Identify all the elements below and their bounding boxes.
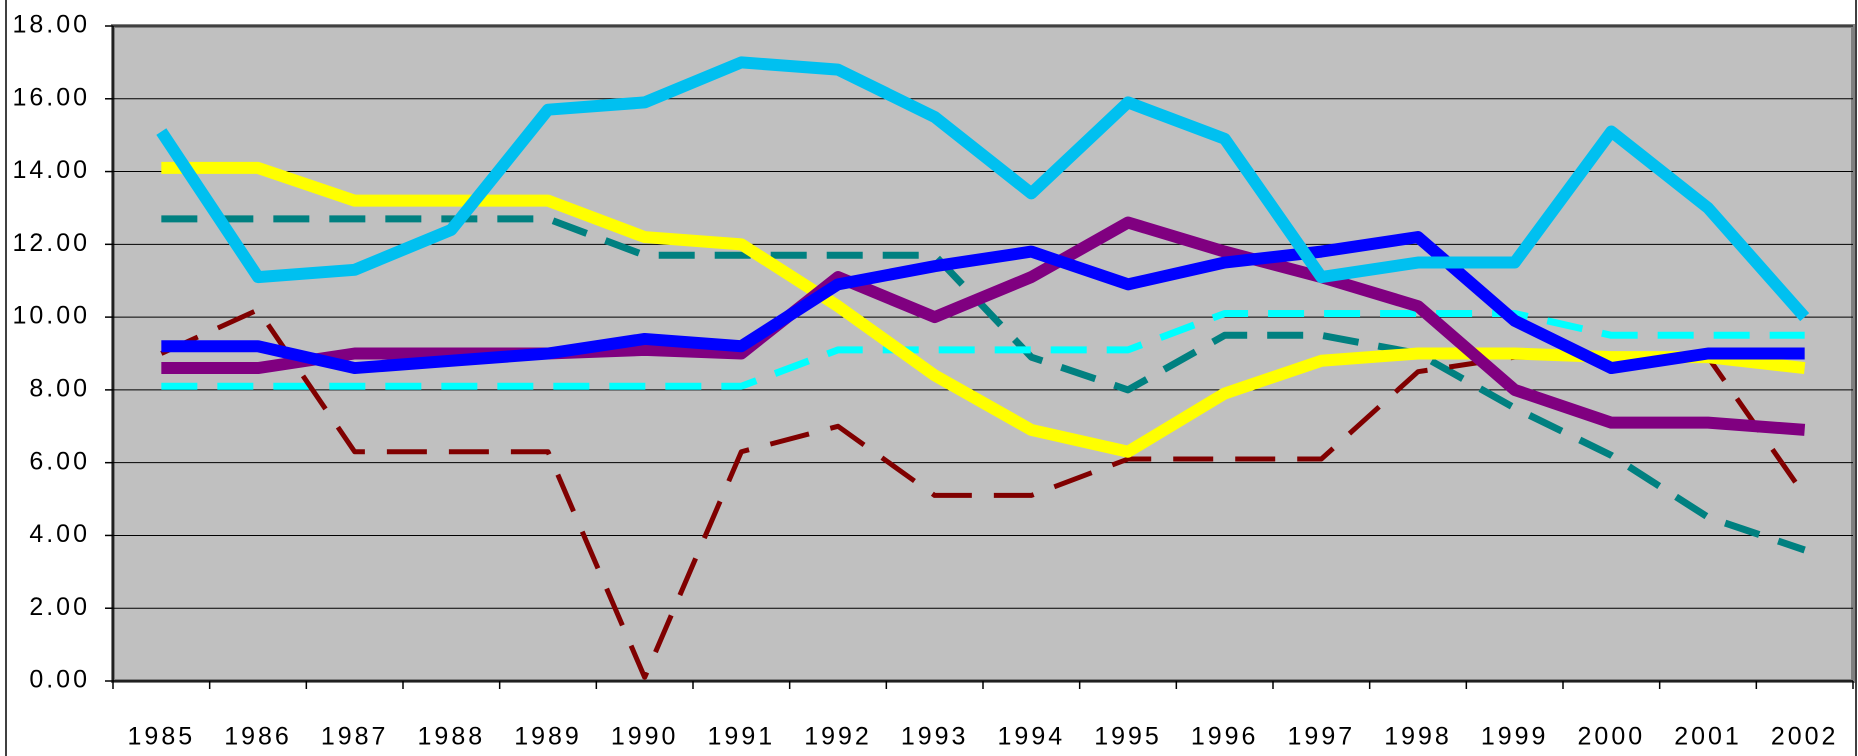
x-tick-label: 1993 [901,723,969,751]
x-tick-label: 2001 [1674,723,1742,751]
x-tick-label: 1990 [611,723,679,751]
x-tick-label: 1988 [418,723,486,751]
data-line [161,231,1805,375]
x-tick-label: 1986 [224,723,292,751]
y-tick-label: 6.00 [29,447,90,475]
data-line [161,216,1806,436]
x-tick-label: 1996 [1191,723,1259,751]
x-tick-label: 1995 [1094,723,1162,751]
y-tick-label: 8.00 [29,374,90,402]
y-tick-label: 2.00 [29,593,90,621]
x-tick-label: 1992 [804,723,872,751]
y-tick-label: 14.00 [12,156,90,184]
x-tick-label: 1997 [1288,723,1356,751]
y-tick-label: 4.00 [29,520,90,548]
data-line [156,56,1810,322]
x-tick-label: 1991 [708,723,776,751]
y-tick-label: 16.00 [12,83,90,111]
x-tick-label: 2002 [1771,723,1839,751]
x-tick-label: 1985 [128,723,196,751]
x-tick-label: 1994 [998,723,1066,751]
y-tick-label: 18.00 [12,11,90,39]
y-tick-label: 12.00 [12,229,90,257]
data-line [161,161,1806,458]
y-tick-label: 0.00 [29,666,90,694]
data-line [161,215,1806,554]
x-tick-label: 2000 [1578,723,1646,751]
x-tick-label: 1999 [1481,723,1549,751]
y-tick-label: 10.00 [12,302,90,330]
x-tick-label: 1998 [1384,723,1452,751]
x-tick-label: 1989 [514,723,582,751]
x-tick-label: 1987 [321,723,389,751]
